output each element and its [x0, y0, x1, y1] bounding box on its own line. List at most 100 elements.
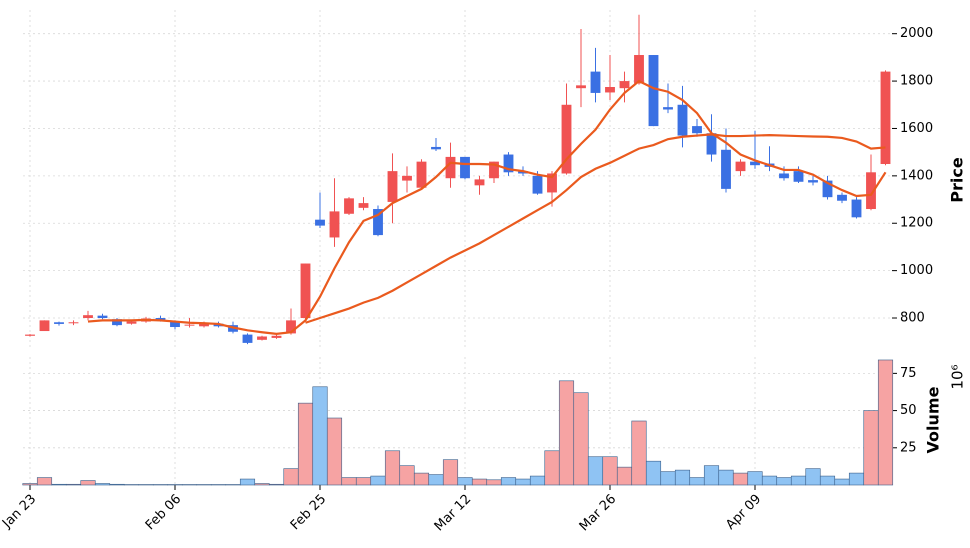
volume-bar	[674, 469, 691, 486]
candle-body	[880, 71, 891, 165]
volume-bar	[399, 465, 415, 486]
candle-body	[344, 198, 354, 214]
candle-body	[619, 81, 630, 89]
x-tick-label: Mar 26	[577, 492, 620, 535]
candle-body	[518, 171, 528, 174]
volume-bar	[529, 475, 546, 486]
volume-bar	[834, 478, 850, 486]
volume-bar	[384, 450, 401, 486]
candle-body	[112, 319, 122, 326]
volume-bar	[558, 380, 575, 486]
candle-body	[750, 161, 760, 166]
volume-bar	[689, 477, 705, 486]
volume-bar	[660, 471, 676, 486]
candle-body	[315, 219, 325, 226]
candle-body	[561, 104, 572, 174]
moving-average-line	[305, 133, 886, 324]
volume-bar	[326, 417, 343, 486]
candle-body	[851, 199, 862, 218]
volume-bar	[805, 468, 821, 486]
volume-bar	[544, 450, 560, 486]
candle-body	[39, 320, 50, 332]
volume-bar	[573, 392, 589, 486]
volume-bar	[616, 466, 633, 486]
candle-body	[793, 171, 804, 182]
volume-bar	[848, 472, 865, 486]
candle-body	[286, 320, 296, 334]
candle-body	[155, 318, 166, 320]
candle-body	[663, 107, 673, 110]
volume-bar	[283, 468, 299, 486]
volume-bar	[515, 478, 531, 486]
candle-body	[68, 322, 79, 324]
x-tick-label: Jan 23	[0, 492, 39, 532]
candle-body	[474, 179, 485, 186]
volume-bar	[602, 456, 618, 486]
y-tick-label: 1200	[900, 216, 933, 231]
price-axis-label: Price	[948, 157, 967, 203]
candle-body	[648, 55, 659, 127]
volume-bar	[109, 483, 125, 486]
x-tick-label: Mar 12	[432, 492, 475, 535]
candle-body	[387, 171, 398, 202]
volume-bar	[51, 483, 67, 486]
volume-bar	[776, 477, 792, 486]
volume-bar	[312, 386, 328, 486]
candle-body	[634, 55, 644, 84]
candle-body	[576, 85, 586, 89]
candle-body	[808, 180, 818, 183]
volume-bar	[877, 359, 894, 486]
candle-body	[590, 71, 601, 93]
candle-body	[460, 156, 470, 179]
candle-body	[445, 156, 456, 179]
candle-body	[692, 126, 702, 134]
candle-body	[547, 173, 557, 193]
volume-bar	[268, 483, 285, 486]
candle-body	[257, 336, 267, 340]
candle-body	[358, 203, 369, 208]
candle-body	[489, 161, 499, 179]
x-tick-label: Feb 25	[288, 492, 330, 534]
y-tick-label: 2000	[900, 26, 933, 41]
candle-body	[199, 323, 209, 327]
volume-bar	[471, 478, 488, 486]
candle-body	[83, 315, 93, 319]
volume-bar	[761, 475, 778, 486]
volume-bar	[703, 465, 720, 486]
candle-body	[242, 334, 253, 343]
volume-axis-label: Volume	[924, 386, 943, 453]
candle-body	[184, 324, 195, 326]
volume-bar	[80, 480, 96, 486]
candle-body	[126, 321, 137, 324]
volume-bar	[486, 479, 502, 486]
volume-bar	[500, 477, 517, 486]
y-tick-label: 75	[900, 366, 917, 381]
y-tick-label: 25	[900, 440, 917, 455]
candle-body	[721, 149, 731, 189]
candle-body	[706, 133, 717, 155]
candle-body	[677, 104, 688, 136]
volume-offset-label: 10⁶	[949, 364, 967, 389]
volume-bar	[428, 474, 444, 486]
volume-bar	[22, 483, 38, 486]
volume-bar	[341, 477, 357, 486]
candle-body	[532, 175, 543, 194]
candle-body	[170, 321, 180, 328]
candle-body	[822, 180, 833, 198]
candle-body	[300, 263, 311, 319]
volume-bar	[457, 477, 473, 486]
volume-bar	[790, 475, 807, 486]
candle-body	[271, 335, 282, 338]
volume-bar	[442, 459, 459, 486]
volume-bar	[413, 472, 430, 486]
volume-bar	[718, 469, 734, 486]
candle-body	[416, 161, 427, 188]
candle-body	[866, 172, 876, 210]
moving-average-line	[87, 79, 887, 335]
volume-bar	[355, 477, 372, 486]
candle-body	[402, 175, 412, 181]
volume-bar	[297, 402, 314, 486]
candle-body	[503, 154, 514, 173]
volume-bar	[94, 483, 111, 486]
